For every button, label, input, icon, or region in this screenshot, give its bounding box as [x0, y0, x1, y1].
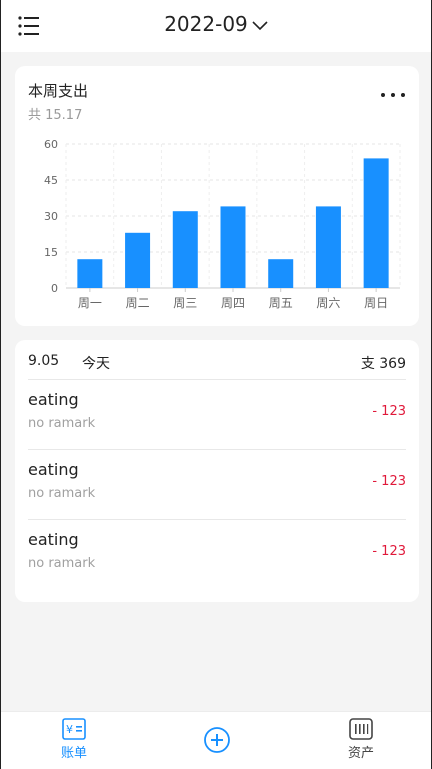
x-tick-label: 周二: [126, 296, 150, 310]
weekly-expense-card: 本周支出 共 15.17 0 15 30 45 60 周一 周二 周三 周四 周五 周六 周日: [15, 66, 419, 326]
chevron-down-icon: [252, 20, 268, 30]
y-tick-label: 45: [44, 174, 58, 187]
y-tick-label: 30: [44, 210, 58, 223]
month-label: 2022-09: [164, 12, 248, 36]
x-tick-label: 周一: [78, 296, 102, 310]
bottom-tab-bar: ¥ 账单 资产: [1, 711, 431, 769]
bar: [315, 206, 341, 288]
day-date: 9.05: [28, 353, 60, 369]
tab-bill[interactable]: ¥ 账单: [44, 718, 104, 761]
bar: [172, 211, 198, 288]
bill-yen-icon: ¥: [62, 718, 86, 740]
day-group-header: 9.05 今天 支 369: [28, 353, 406, 379]
transaction-remark: no ramark: [28, 556, 96, 571]
weekly-bar-chart: 0 15 30 45 60 周一 周二 周三 周四 周五 周六 周日: [44, 138, 401, 310]
chart-title: 本周支出: [28, 82, 89, 100]
transaction-title: eating: [28, 530, 79, 549]
divider: [28, 449, 406, 450]
transaction-item[interactable]: eating no ramark - 123: [15, 450, 419, 520]
bar: [363, 158, 389, 288]
more-dots-icon[interactable]: [381, 90, 405, 100]
transaction-amount: - 123: [372, 544, 406, 559]
chart-total: 共 15.17: [28, 108, 83, 123]
divider: [28, 519, 406, 520]
bar: [220, 206, 246, 288]
header-bar: 2022-09: [1, 0, 431, 52]
day-total: 支 369: [360, 356, 406, 372]
x-tick-label: 周三: [173, 296, 197, 310]
transaction-amount: - 123: [372, 474, 406, 489]
y-tick-label: 15: [44, 246, 58, 259]
x-tick-label: 周五: [269, 296, 293, 310]
y-tick-label: 0: [51, 282, 58, 295]
divider: [28, 379, 406, 380]
transaction-list-card: 9.05 今天 支 369 eating no ramark - 123 eat…: [15, 340, 419, 602]
tab-assets-label: 资产: [347, 746, 374, 761]
menu-list-icon[interactable]: [17, 14, 41, 38]
bar: [268, 259, 294, 288]
transaction-title: eating: [28, 460, 79, 479]
month-selector[interactable]: 2022-09: [1, 12, 431, 36]
assets-box-icon: [349, 718, 373, 740]
bar: [125, 232, 151, 288]
day-label: 今天: [82, 356, 110, 372]
transaction-amount: - 123: [372, 404, 406, 419]
transaction-title: eating: [28, 390, 79, 409]
svg-text:¥: ¥: [66, 723, 73, 736]
transaction-item[interactable]: eating no ramark - 123: [15, 380, 419, 450]
add-circle-icon: [204, 727, 230, 753]
tab-assets[interactable]: 资产: [331, 718, 391, 761]
add-record-button[interactable]: [187, 726, 247, 754]
transaction-item[interactable]: eating no ramark - 123: [15, 520, 419, 590]
transaction-remark: no ramark: [28, 486, 96, 501]
x-tick-label: 周四: [221, 296, 245, 310]
x-tick-label: 周日: [364, 296, 388, 310]
tab-bill-label: 账单: [60, 746, 87, 761]
y-tick-label: 60: [44, 138, 58, 151]
x-tick-label: 周六: [316, 296, 340, 310]
transaction-remark: no ramark: [28, 416, 96, 431]
bar: [77, 259, 103, 288]
